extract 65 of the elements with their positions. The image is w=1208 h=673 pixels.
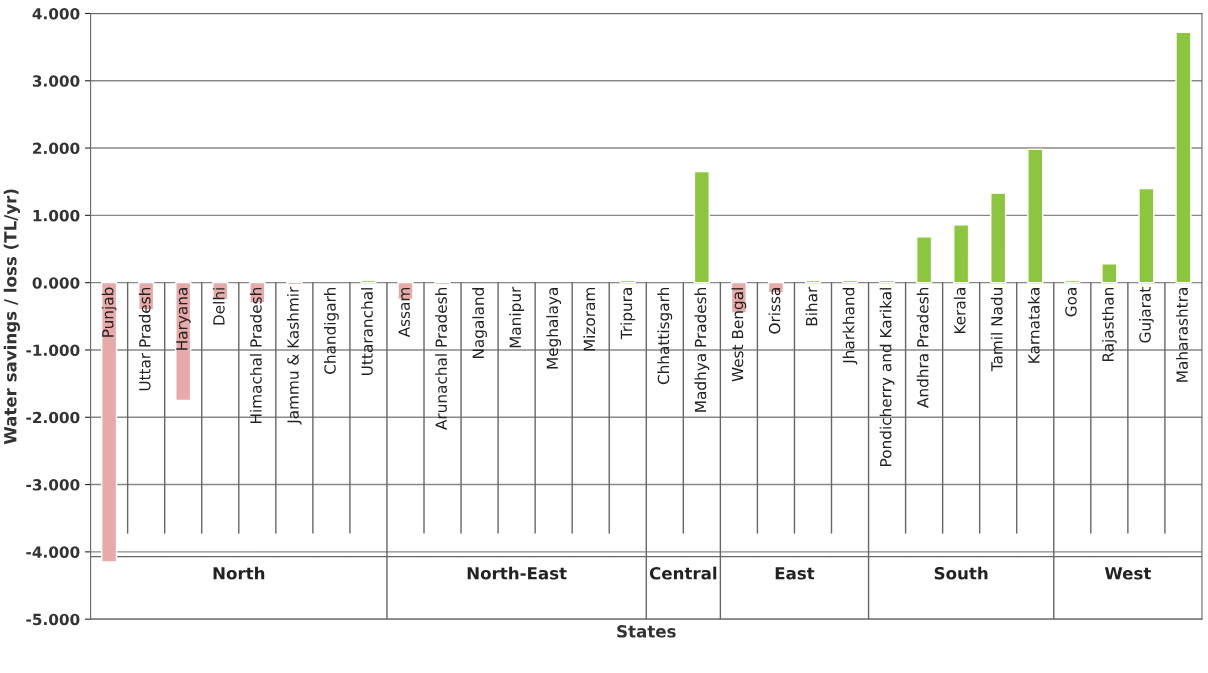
x-tick-label: West Bengal bbox=[731, 288, 747, 382]
annotation: South bbox=[934, 566, 988, 580]
bar bbox=[841, 279, 859, 284]
bar bbox=[360, 279, 377, 284]
x-tick-label: Tripura bbox=[620, 288, 636, 340]
bar bbox=[916, 236, 933, 284]
bar bbox=[693, 170, 710, 284]
y-tick-label: -3.000 bbox=[26, 479, 80, 491]
x-tick-label: Orissa bbox=[768, 288, 781, 334]
annotation: North bbox=[213, 566, 265, 580]
x-tick-label: Goa bbox=[1065, 288, 1077, 317]
x-tick-label: Pondicherry and Karikal bbox=[879, 288, 895, 466]
x-axis-title: States bbox=[617, 625, 676, 638]
x-tick-label: Andhra Pradesh bbox=[916, 287, 929, 408]
bar bbox=[619, 279, 636, 284]
bar bbox=[1101, 263, 1118, 284]
y-tick-label: 1.000 bbox=[33, 209, 80, 222]
bar bbox=[1175, 31, 1192, 284]
x-tick-label: Haryana bbox=[176, 288, 191, 350]
x-tick-label: Jharkhand bbox=[842, 288, 858, 365]
x-tick-label: Arunachal Pradesh bbox=[435, 287, 447, 430]
x-tick-label: Nagaland bbox=[472, 288, 487, 359]
x-tick-label: Mizoram bbox=[583, 287, 596, 351]
x-tick-label: Maharashtra bbox=[1176, 288, 1188, 382]
x-tick-label: Tamil Nadu bbox=[990, 288, 1003, 372]
y-tick-label: 0.000 bbox=[32, 277, 80, 289]
y-tick-label: -1.000 bbox=[26, 344, 80, 356]
x-tick-label: Kerala bbox=[953, 288, 966, 334]
x-tick-label: Bihar bbox=[805, 286, 818, 326]
bar bbox=[286, 281, 303, 286]
annotation: Central bbox=[649, 566, 717, 580]
bar bbox=[1138, 187, 1155, 284]
x-tick-label: Chandigarh bbox=[324, 288, 339, 374]
x-tick-label: Meghalaya bbox=[546, 288, 562, 369]
x-tick-label: Uttar Pradesh bbox=[138, 287, 151, 391]
x-tick-label: Chhattisgarh bbox=[657, 287, 673, 385]
annotation: East bbox=[775, 567, 815, 580]
bar bbox=[1064, 279, 1081, 284]
x-tick-label: Karnataka bbox=[1027, 288, 1040, 363]
x-tick-label: Rajasthan bbox=[1101, 287, 1117, 362]
y-axis-title: Water savings / loss (TL/yr) bbox=[3, 189, 20, 445]
y-tick-label: -5.000 bbox=[26, 613, 80, 626]
x-tick-label: Punjab bbox=[101, 287, 117, 337]
x-tick-label: Jammu & Kashmir bbox=[286, 286, 302, 425]
y-tick-label: 2.000 bbox=[33, 142, 80, 155]
y-tick-label: -2.000 bbox=[26, 411, 80, 424]
bar bbox=[434, 281, 451, 286]
x-tick-label: Himachal Pradesh bbox=[249, 287, 262, 424]
y-tick-label: 3.000 bbox=[32, 75, 80, 87]
bar bbox=[1027, 148, 1044, 284]
bar bbox=[878, 279, 896, 284]
x-tick-label: Gujarat bbox=[1139, 287, 1154, 343]
bar bbox=[804, 279, 822, 284]
x-tick-label: Assam bbox=[398, 287, 410, 338]
bar bbox=[990, 192, 1007, 284]
x-tick-label: Manipur bbox=[509, 286, 525, 348]
bar bbox=[101, 281, 118, 563]
x-tick-label: Uttaranchal bbox=[361, 288, 373, 375]
y-tick-label: -4.000 bbox=[26, 546, 80, 558]
annotation: North-East bbox=[467, 566, 567, 580]
y-tick-label: 4.000 bbox=[32, 7, 80, 20]
bar bbox=[953, 224, 970, 284]
x-tick-label: Madhya Pradesh bbox=[694, 288, 710, 412]
annotation: West bbox=[1104, 567, 1151, 580]
x-tick-label: Delhi bbox=[212, 288, 225, 325]
